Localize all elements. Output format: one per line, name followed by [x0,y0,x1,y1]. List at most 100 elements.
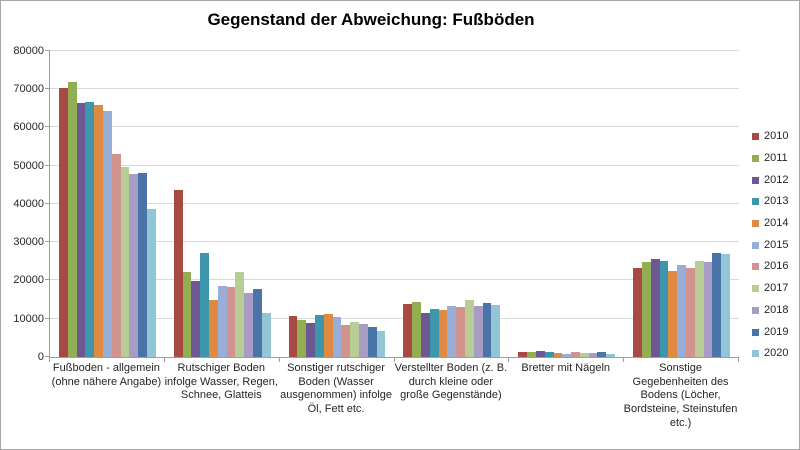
bar-2014 [323,314,333,357]
bar-2016 [685,267,695,357]
legend-item-2020: 2020 [752,343,788,365]
legend-swatch-icon [752,285,759,293]
y-axis-tick [45,165,50,166]
bar-2012 [650,259,660,357]
legend-label: 2016 [764,260,789,273]
gridline [50,165,739,166]
plot-area [45,50,739,362]
bar-2018 [129,174,139,357]
bar-2012 [306,322,316,357]
bar-2018 [703,261,713,357]
bar-2020 [376,331,386,357]
bar-2014 [438,310,448,357]
y-axis-tick [45,203,50,204]
legend-swatch-icon [752,220,759,228]
bar-2019 [712,252,722,357]
y-axis-tick-label: 30000 [13,236,44,248]
legend-swatch-icon [752,155,759,163]
bar-2010 [403,304,413,357]
bar-2013 [429,309,439,357]
y-axis-tick-label: 60000 [13,121,44,133]
bar-2013 [659,261,669,357]
bar-2018 [473,305,483,357]
bar-group [50,51,165,357]
bar-2010 [518,352,528,357]
bar-2020 [261,313,271,357]
bar-2020 [606,353,616,357]
y-axis-tick-label: 70000 [13,83,44,95]
bar-2010 [633,267,642,357]
y-axis-tick [45,279,50,280]
bar-2015 [332,316,342,357]
bar-2010 [173,189,183,357]
legend-swatch-icon [752,241,759,249]
legend-label: 2015 [764,238,789,251]
bar-2017 [350,322,360,357]
legend-label: 2018 [764,303,789,316]
bar-2013 [85,101,95,357]
bar-2019 [482,302,492,357]
bar-2019 [138,173,147,357]
category-label: Verstellter Boden (z. B. durch kleine od… [394,362,508,402]
bar-2020 [721,253,730,357]
bar-2011 [67,82,77,357]
bar-2016 [341,325,351,357]
bar-2017 [235,272,245,357]
bar-2020 [491,305,501,357]
chart-title: Gegenstand der Abweichung: Fußböden [207,10,535,29]
bar-2011 [527,351,536,357]
legend-swatch-icon [752,198,759,206]
bar-2018 [244,292,253,357]
bar-2015 [447,305,457,357]
category-label: Rutschiger Boden infolge Wasser, Regen, … [164,362,278,402]
bar-2014 [94,105,103,357]
bar-2014 [668,270,678,357]
bar-2017 [579,353,589,357]
y-axis-tick [45,126,50,127]
y-axis-tick [45,318,50,319]
bar-group [280,51,395,357]
x-axis-tick [738,357,739,362]
y-axis-tick [45,50,50,51]
y-axis-tick [45,88,50,89]
legend-label: 2014 [764,217,789,230]
legend-item-2015: 2015 [752,234,788,256]
bar-group [509,51,624,357]
legend-swatch-icon [752,306,759,314]
legend-item-2013: 2013 [752,191,788,213]
bar-2014 [553,352,563,357]
bar-2013 [200,253,210,357]
y-axis-tick [45,356,50,357]
bar-2019 [367,326,377,357]
bar-2011 [641,262,651,357]
bar-group [165,51,280,357]
bar-2012 [421,313,430,357]
gridline [50,50,739,51]
legend-label: 2013 [764,195,789,208]
gridline [50,318,739,319]
x-axis-tick [163,357,165,362]
bar-2013 [315,315,324,357]
category-label: Bretter mit Nägeln [521,362,611,374]
bar-2017 [694,261,704,357]
bar-2020 [146,208,156,357]
bar-2017 [120,167,130,357]
legend-item-2017: 2017 [752,278,788,300]
bar-2012 [191,281,201,357]
y-axis-tick-label: 40000 [13,198,44,210]
legend-label: 2017 [764,282,789,295]
legend-label: 2010 [764,130,789,143]
bar-group [394,51,509,357]
bar-groups [50,51,739,357]
bar-2011 [182,271,192,357]
x-axis-tick [49,357,50,362]
bar-2011 [297,319,307,357]
category-label: Sonstige Gegebenheiten des Bodens (Löche… [623,362,738,429]
bar-2016 [456,306,466,357]
legend-swatch-icon [752,176,759,184]
bar-2016 [226,287,236,357]
bar-2019 [597,352,607,357]
legend: 2010 2011 2012 2013 2014 2015 2016 2017 2018 2019… [752,126,788,365]
bar-2018 [588,352,598,357]
